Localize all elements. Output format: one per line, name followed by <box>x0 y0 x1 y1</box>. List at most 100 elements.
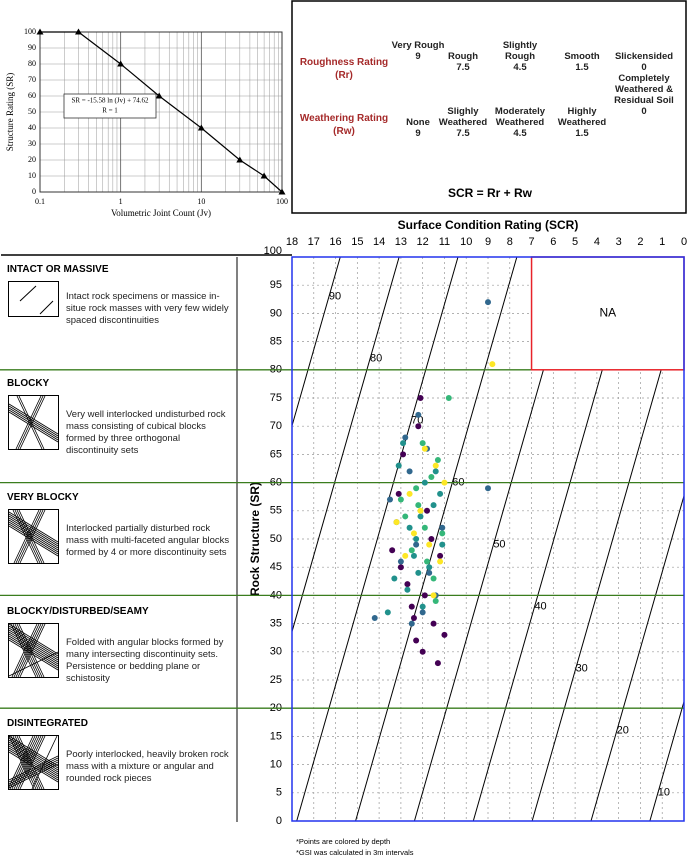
x-tick-label: 12 <box>417 236 429 248</box>
data-point <box>408 547 415 554</box>
data-point <box>397 564 404 571</box>
data-point <box>408 603 415 610</box>
data-point <box>424 507 431 514</box>
x-tick-label: 3 <box>616 236 622 248</box>
y-tick-label: 90 <box>270 307 282 319</box>
data-point <box>402 434 409 441</box>
rating-text: Smooth <box>564 51 600 62</box>
data-point <box>419 609 426 616</box>
data-point <box>395 490 402 497</box>
y-tick-label: 95 <box>270 279 282 291</box>
data-point <box>432 598 439 605</box>
data-point <box>415 502 422 509</box>
y-tick-label: 50 <box>28 107 36 116</box>
y-tick-label: 45 <box>270 561 282 573</box>
data-point <box>397 496 404 503</box>
rock-icon <box>8 281 59 317</box>
data-marker <box>197 124 205 131</box>
rock-type: BLOCKY/DISTURBED/SEAMY Folded with angula… <box>0 601 236 712</box>
rating-cell: Highly Weathered 1.5 <box>551 106 613 139</box>
gsi-chart: 18 17 16 15 14 13 12 11 10 9 8 7 6 5 4 3 2 1 0051015202530… <box>0 218 687 857</box>
footnote: *Points are colored by depth <box>296 837 390 846</box>
rating-cell: Very Rough 9 <box>387 40 449 62</box>
data-point <box>419 603 426 610</box>
data-point <box>441 631 448 638</box>
data-line <box>40 31 283 193</box>
y-tick-label: 75 <box>270 392 282 404</box>
data-point <box>415 411 422 418</box>
data-point <box>387 496 393 503</box>
x-tick-label: 14 <box>373 236 385 248</box>
footnote: *GSI was calculated in 3m intervals <box>296 848 414 857</box>
rock-icon <box>8 735 59 790</box>
x-axis-label: Surface Condition Rating (SCR) <box>398 218 579 232</box>
rock-description: Folded with angular blocks formed by man… <box>66 637 224 684</box>
data-point <box>371 614 378 621</box>
rating-value: 4.5 <box>513 62 527 73</box>
data-marker <box>74 28 82 35</box>
data-marker <box>278 188 286 195</box>
data-point <box>421 524 428 531</box>
y-tick-label: 30 <box>270 646 282 658</box>
rating-value: 0 <box>641 106 647 117</box>
y-tick-label: 10 <box>28 171 36 180</box>
y-tick-label: 70 <box>270 420 282 432</box>
rating-text: Slickensided <box>614 51 674 62</box>
rating-value: 0 <box>641 62 647 73</box>
na-region <box>530 256 685 371</box>
data-point <box>402 552 409 559</box>
x-tick-label: 18 <box>286 236 298 248</box>
gsi-contour <box>649 699 684 821</box>
data-point <box>428 473 435 480</box>
data-point <box>389 547 396 554</box>
data-point <box>410 552 417 559</box>
x-tick-label: 0.1 <box>35 197 45 206</box>
data-point <box>408 620 415 627</box>
data-point <box>428 536 435 542</box>
gsi-contour-label: 50 <box>493 539 505 551</box>
x-tick-label: 11 <box>439 236 450 248</box>
data-point <box>406 490 413 497</box>
data-point <box>413 485 420 492</box>
data-marker <box>236 156 244 163</box>
gsi-contour <box>590 493 684 821</box>
rating-value: 4.5 <box>513 128 527 139</box>
data-point <box>397 558 404 565</box>
y-tick-label: 80 <box>28 59 36 68</box>
x-tick-label: 10 <box>197 197 205 206</box>
rock-type: INTACT OR MASSIVE Intact rock specimens o… <box>0 259 236 372</box>
rating-value: 7.5 <box>456 128 470 139</box>
data-point <box>413 637 420 644</box>
rock-description: Very well interlocked undisturbed rock m… <box>66 409 226 456</box>
data-point <box>439 530 446 537</box>
row-symbol: (Rr) <box>335 70 353 81</box>
gsi-contour <box>292 257 341 428</box>
data-point <box>426 541 433 548</box>
rating-cell: Slightly Rough 4.5 <box>489 40 551 73</box>
rock-type: VERY BLOCKY Interlocked partially disturb… <box>0 487 236 600</box>
rating-value: 7.5 <box>456 62 470 73</box>
rating-text: None <box>406 117 430 128</box>
row-label-text: Roughness Rating <box>299 57 389 68</box>
data-point <box>430 502 437 509</box>
data-marker <box>117 60 125 67</box>
data-point <box>417 513 424 520</box>
rock-icon <box>8 509 59 564</box>
data-point <box>445 395 452 401</box>
data-point <box>410 614 417 621</box>
data-point <box>439 524 446 531</box>
rock-title: BLOCKY/DISTURBED/SEAMY <box>7 606 149 617</box>
rock-icon <box>8 623 59 678</box>
rating-cell: Moderately Weathered 4.5 <box>489 106 551 139</box>
x-tick-label: 4 <box>594 236 600 248</box>
na-label: NA <box>599 306 616 320</box>
data-point <box>419 440 426 447</box>
data-point <box>432 462 439 469</box>
rating-value: 1.5 <box>575 62 589 73</box>
y-tick-label: 30 <box>28 139 36 148</box>
structure-chart: 0 10 20 30 40 50 60 70 80 90 100 0.1 1 10 100 Volumetri… <box>5 27 288 218</box>
y-tick-label: 5 <box>276 787 282 799</box>
rating-cell: Slighly Weathered 7.5 <box>432 106 494 139</box>
